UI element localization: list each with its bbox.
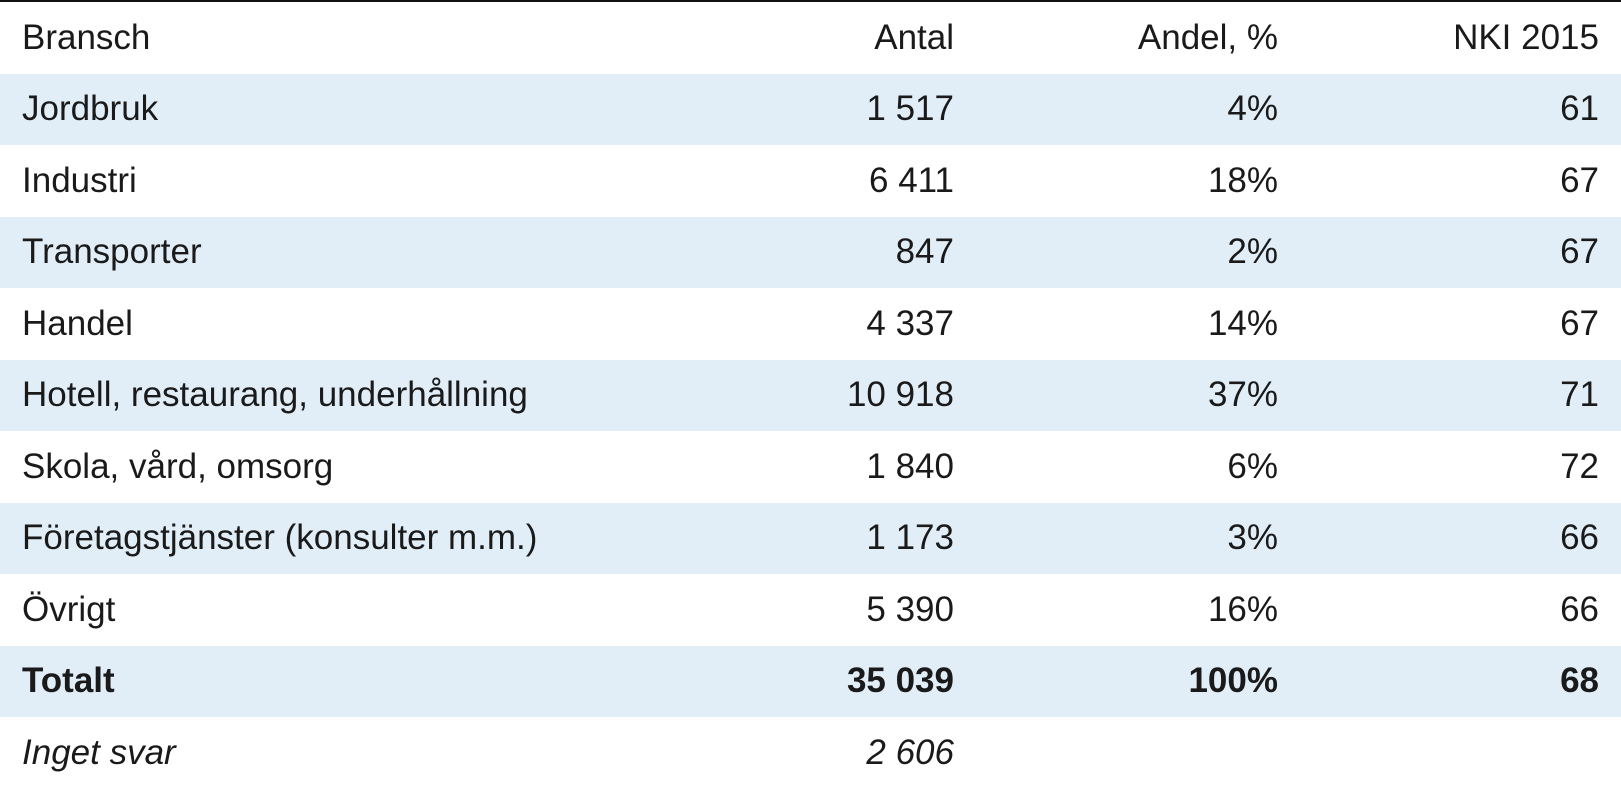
header-branch: Bransch: [22, 17, 151, 57]
cell-nki: 67: [1560, 160, 1599, 200]
cell-branch: Övrigt: [22, 589, 116, 629]
table-row: Skola, vård, omsorg 1 840 6% 72: [0, 431, 1621, 503]
cell-nki: 67: [1278, 216, 1621, 288]
cell-antal: 847: [770, 216, 954, 288]
cell-nki: 71: [1278, 359, 1621, 431]
cell-andel: 37%: [954, 359, 1278, 431]
cell-andel: 14%: [1207, 303, 1278, 343]
cell-andel: 18%: [1207, 160, 1278, 200]
table-row: Hotell, restaurang, underhållning 10 918…: [0, 359, 1621, 431]
cell-nki: 72: [1560, 446, 1599, 486]
cell-branch: Skola, vård, omsorg: [22, 446, 334, 486]
cell-branch: Hotell, restaurang, underhållning: [0, 359, 770, 431]
cell-nki: 66: [1560, 589, 1599, 629]
table-header-row: Bransch Antal Andel, % NKI 2015: [0, 2, 1621, 74]
header-andel: Andel, %: [1137, 17, 1278, 57]
cell-antal: 1 840: [866, 446, 954, 486]
cell-branch: Transporter: [0, 216, 770, 288]
no-answer-antal: 2 606: [866, 732, 954, 772]
cell-antal: 4 337: [866, 303, 954, 343]
no-answer-nki-empty: [1278, 717, 1621, 789]
no-answer-label: Inget svar: [22, 732, 176, 772]
cell-branch: Företagstjänster (konsulter m.m.): [0, 502, 770, 574]
cell-nki: 61: [1278, 73, 1621, 145]
cell-antal: 6 411: [869, 160, 954, 200]
total-row: Totalt 35 039 100% 68: [0, 645, 1621, 717]
table-row: Industri 6 411 18% 67: [0, 145, 1621, 217]
cell-andel: 2%: [954, 216, 1278, 288]
cell-andel: 16%: [1207, 589, 1278, 629]
no-answer-row: Inget svar 2 606: [0, 717, 1621, 789]
table-row: Övrigt 5 390 16% 66: [0, 574, 1621, 646]
table-row: Transporter 847 2% 67: [0, 216, 1621, 288]
total-label: Totalt: [0, 645, 770, 717]
table-row: Jordbruk 1 517 4% 61: [0, 73, 1621, 145]
cell-antal: 5 390: [866, 589, 954, 629]
cell-andel: 4%: [954, 73, 1278, 145]
cell-andel: 6%: [1227, 446, 1278, 486]
total-antal: 35 039: [770, 645, 954, 717]
cell-antal: 10 918: [770, 359, 954, 431]
cell-branch: Jordbruk: [0, 73, 770, 145]
cell-antal: 1 173: [770, 502, 954, 574]
total-andel: 100%: [954, 645, 1278, 717]
cell-branch: Handel: [22, 303, 133, 343]
total-nki: 68: [1278, 645, 1621, 717]
cell-nki: 67: [1560, 303, 1599, 343]
header-antal: Antal: [874, 17, 954, 57]
no-answer-andel-empty: [954, 717, 1278, 789]
table-row: Företagstjänster (konsulter m.m.) 1 173 …: [0, 502, 1621, 574]
cell-branch: Industri: [22, 160, 137, 200]
cell-antal: 1 517: [770, 73, 954, 145]
cell-nki: 66: [1278, 502, 1621, 574]
cell-andel: 3%: [954, 502, 1278, 574]
table-row: Handel 4 337 14% 67: [0, 288, 1621, 360]
header-nki: NKI 2015: [1453, 17, 1599, 57]
